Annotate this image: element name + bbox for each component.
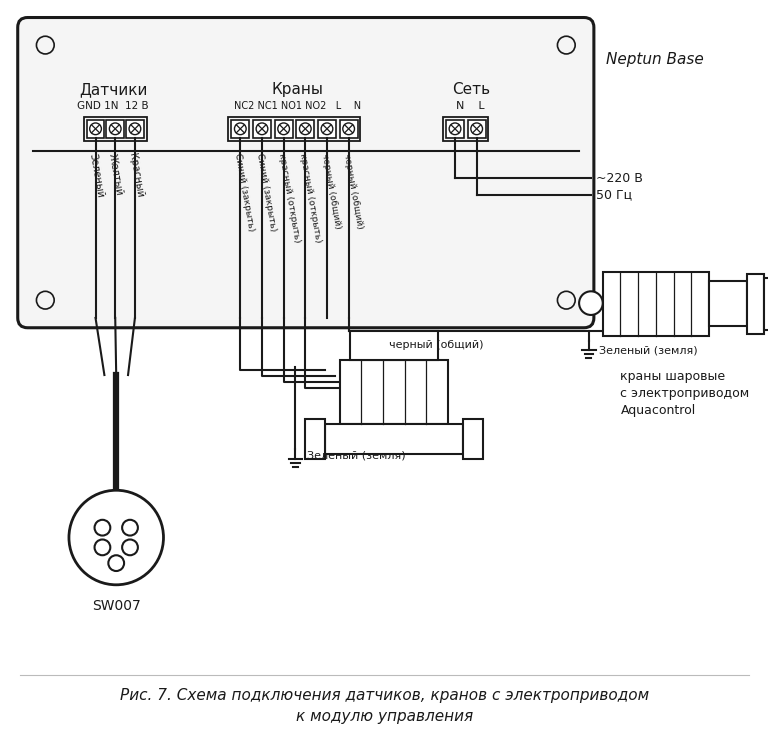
Bar [229,117,360,141]
FancyBboxPatch shape [18,17,594,328]
Text: Синий (закрыть): Синий (закрыть) [233,152,256,232]
Text: NC2 NC1 NO1 NO2   L    N: NC2 NC1 NO1 NO2 L N [234,101,361,111]
Bar [603,272,709,336]
Bar [106,120,124,138]
Text: Зеленый (земля): Зеленый (земля) [599,346,697,355]
Text: красный (открыть): красный (открыть) [299,152,323,243]
Bar [709,282,746,326]
Bar [232,120,249,138]
Bar [296,120,314,138]
Bar [468,120,485,138]
Bar [446,120,464,138]
Text: к модулю управления: к модулю управления [296,709,473,724]
Bar [87,120,105,138]
Bar [764,278,780,330]
Text: краны шаровые: краны шаровые [620,370,725,383]
Bar [325,424,463,454]
Bar [305,419,325,459]
Text: Aquacontrol: Aquacontrol [620,404,696,416]
Text: черный (общий): черный (общий) [320,152,342,230]
Text: Зеленый: Зеленый [87,152,105,199]
Bar [318,120,336,138]
Text: ~220 В: ~220 В [596,172,643,184]
Circle shape [69,490,164,585]
Bar [349,331,438,360]
Circle shape [108,555,124,571]
Bar [275,120,292,138]
Bar [83,117,147,141]
Text: Neptun Base: Neptun Base [606,53,704,67]
Text: SW007: SW007 [92,599,140,613]
Text: Рис. 7. Схема подключения датчиков, кранов с электроприводом: Рис. 7. Схема подключения датчиков, кран… [119,687,649,703]
Text: с электроприводом: с электроприводом [620,387,750,400]
Text: Синий (закрыть): Синий (закрыть) [255,152,278,232]
Bar [463,419,483,459]
Text: Сеть: Сеть [452,82,490,97]
Text: черный (общий): черный (общий) [342,152,364,230]
Text: N    L: N L [456,101,485,111]
Bar [340,120,357,138]
Circle shape [579,291,603,315]
Text: Краны: Краны [271,82,324,97]
Circle shape [94,539,110,555]
Text: Зеленый (земля): Зеленый (земля) [307,451,406,461]
Circle shape [94,520,110,535]
Bar [746,273,764,334]
Circle shape [122,539,138,555]
Text: 50 Гц: 50 Гц [596,188,632,201]
Text: красный (открыть): красный (открыть) [277,152,301,243]
Bar [340,360,448,424]
Bar [254,120,271,138]
Text: черный (общий): черный (общий) [389,340,484,350]
Text: Красный: Красный [127,152,145,199]
Text: GND 1N  12 В: GND 1N 12 В [77,101,149,111]
Bar [126,120,144,138]
Circle shape [122,520,138,535]
Text: Датчики: Датчики [79,82,147,97]
Bar [443,117,488,141]
Text: Желтый: Желтый [108,152,125,196]
